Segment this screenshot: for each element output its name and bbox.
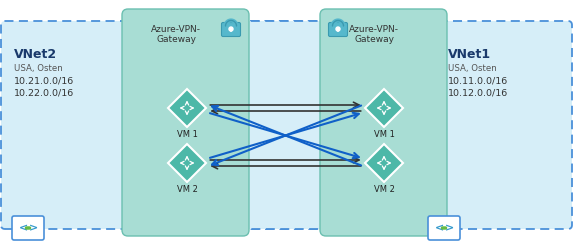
Text: VM 2: VM 2 bbox=[374, 185, 394, 194]
Text: VM 1: VM 1 bbox=[374, 130, 394, 139]
Text: VM 1: VM 1 bbox=[176, 130, 198, 139]
Text: USA, Osten: USA, Osten bbox=[14, 64, 63, 73]
Text: 10.12.0.0/16: 10.12.0.0/16 bbox=[448, 88, 508, 97]
Circle shape bbox=[29, 227, 30, 229]
Text: 10.22.0.0/16: 10.22.0.0/16 bbox=[14, 88, 74, 97]
Text: USA, Osten: USA, Osten bbox=[448, 64, 497, 73]
Circle shape bbox=[229, 27, 233, 31]
Text: >: > bbox=[29, 223, 38, 233]
Circle shape bbox=[336, 27, 340, 31]
FancyBboxPatch shape bbox=[204, 21, 572, 229]
Polygon shape bbox=[365, 144, 403, 182]
FancyBboxPatch shape bbox=[428, 216, 460, 240]
Text: 10.21.0.0/16: 10.21.0.0/16 bbox=[14, 76, 74, 85]
FancyBboxPatch shape bbox=[1, 21, 369, 229]
Text: VNet2: VNet2 bbox=[14, 48, 57, 61]
Text: VNet1: VNet1 bbox=[448, 48, 491, 61]
FancyBboxPatch shape bbox=[328, 22, 347, 37]
Text: <: < bbox=[18, 223, 28, 233]
FancyBboxPatch shape bbox=[12, 216, 44, 240]
Circle shape bbox=[26, 227, 28, 229]
Text: VM 2: VM 2 bbox=[176, 185, 198, 194]
Circle shape bbox=[445, 227, 446, 229]
Circle shape bbox=[443, 227, 445, 229]
Polygon shape bbox=[168, 144, 206, 182]
Circle shape bbox=[442, 227, 444, 229]
Polygon shape bbox=[168, 89, 206, 127]
FancyBboxPatch shape bbox=[122, 9, 249, 236]
Text: Azure-VPN-
Gateway: Azure-VPN- Gateway bbox=[151, 25, 201, 44]
Text: Azure-VPN-
Gateway: Azure-VPN- Gateway bbox=[350, 25, 399, 44]
FancyBboxPatch shape bbox=[320, 9, 447, 236]
Text: <: < bbox=[434, 223, 444, 233]
Text: 10.11.0.0/16: 10.11.0.0/16 bbox=[448, 76, 508, 85]
Circle shape bbox=[27, 227, 29, 229]
Polygon shape bbox=[365, 89, 403, 127]
FancyBboxPatch shape bbox=[222, 22, 241, 37]
Text: >: > bbox=[445, 223, 454, 233]
